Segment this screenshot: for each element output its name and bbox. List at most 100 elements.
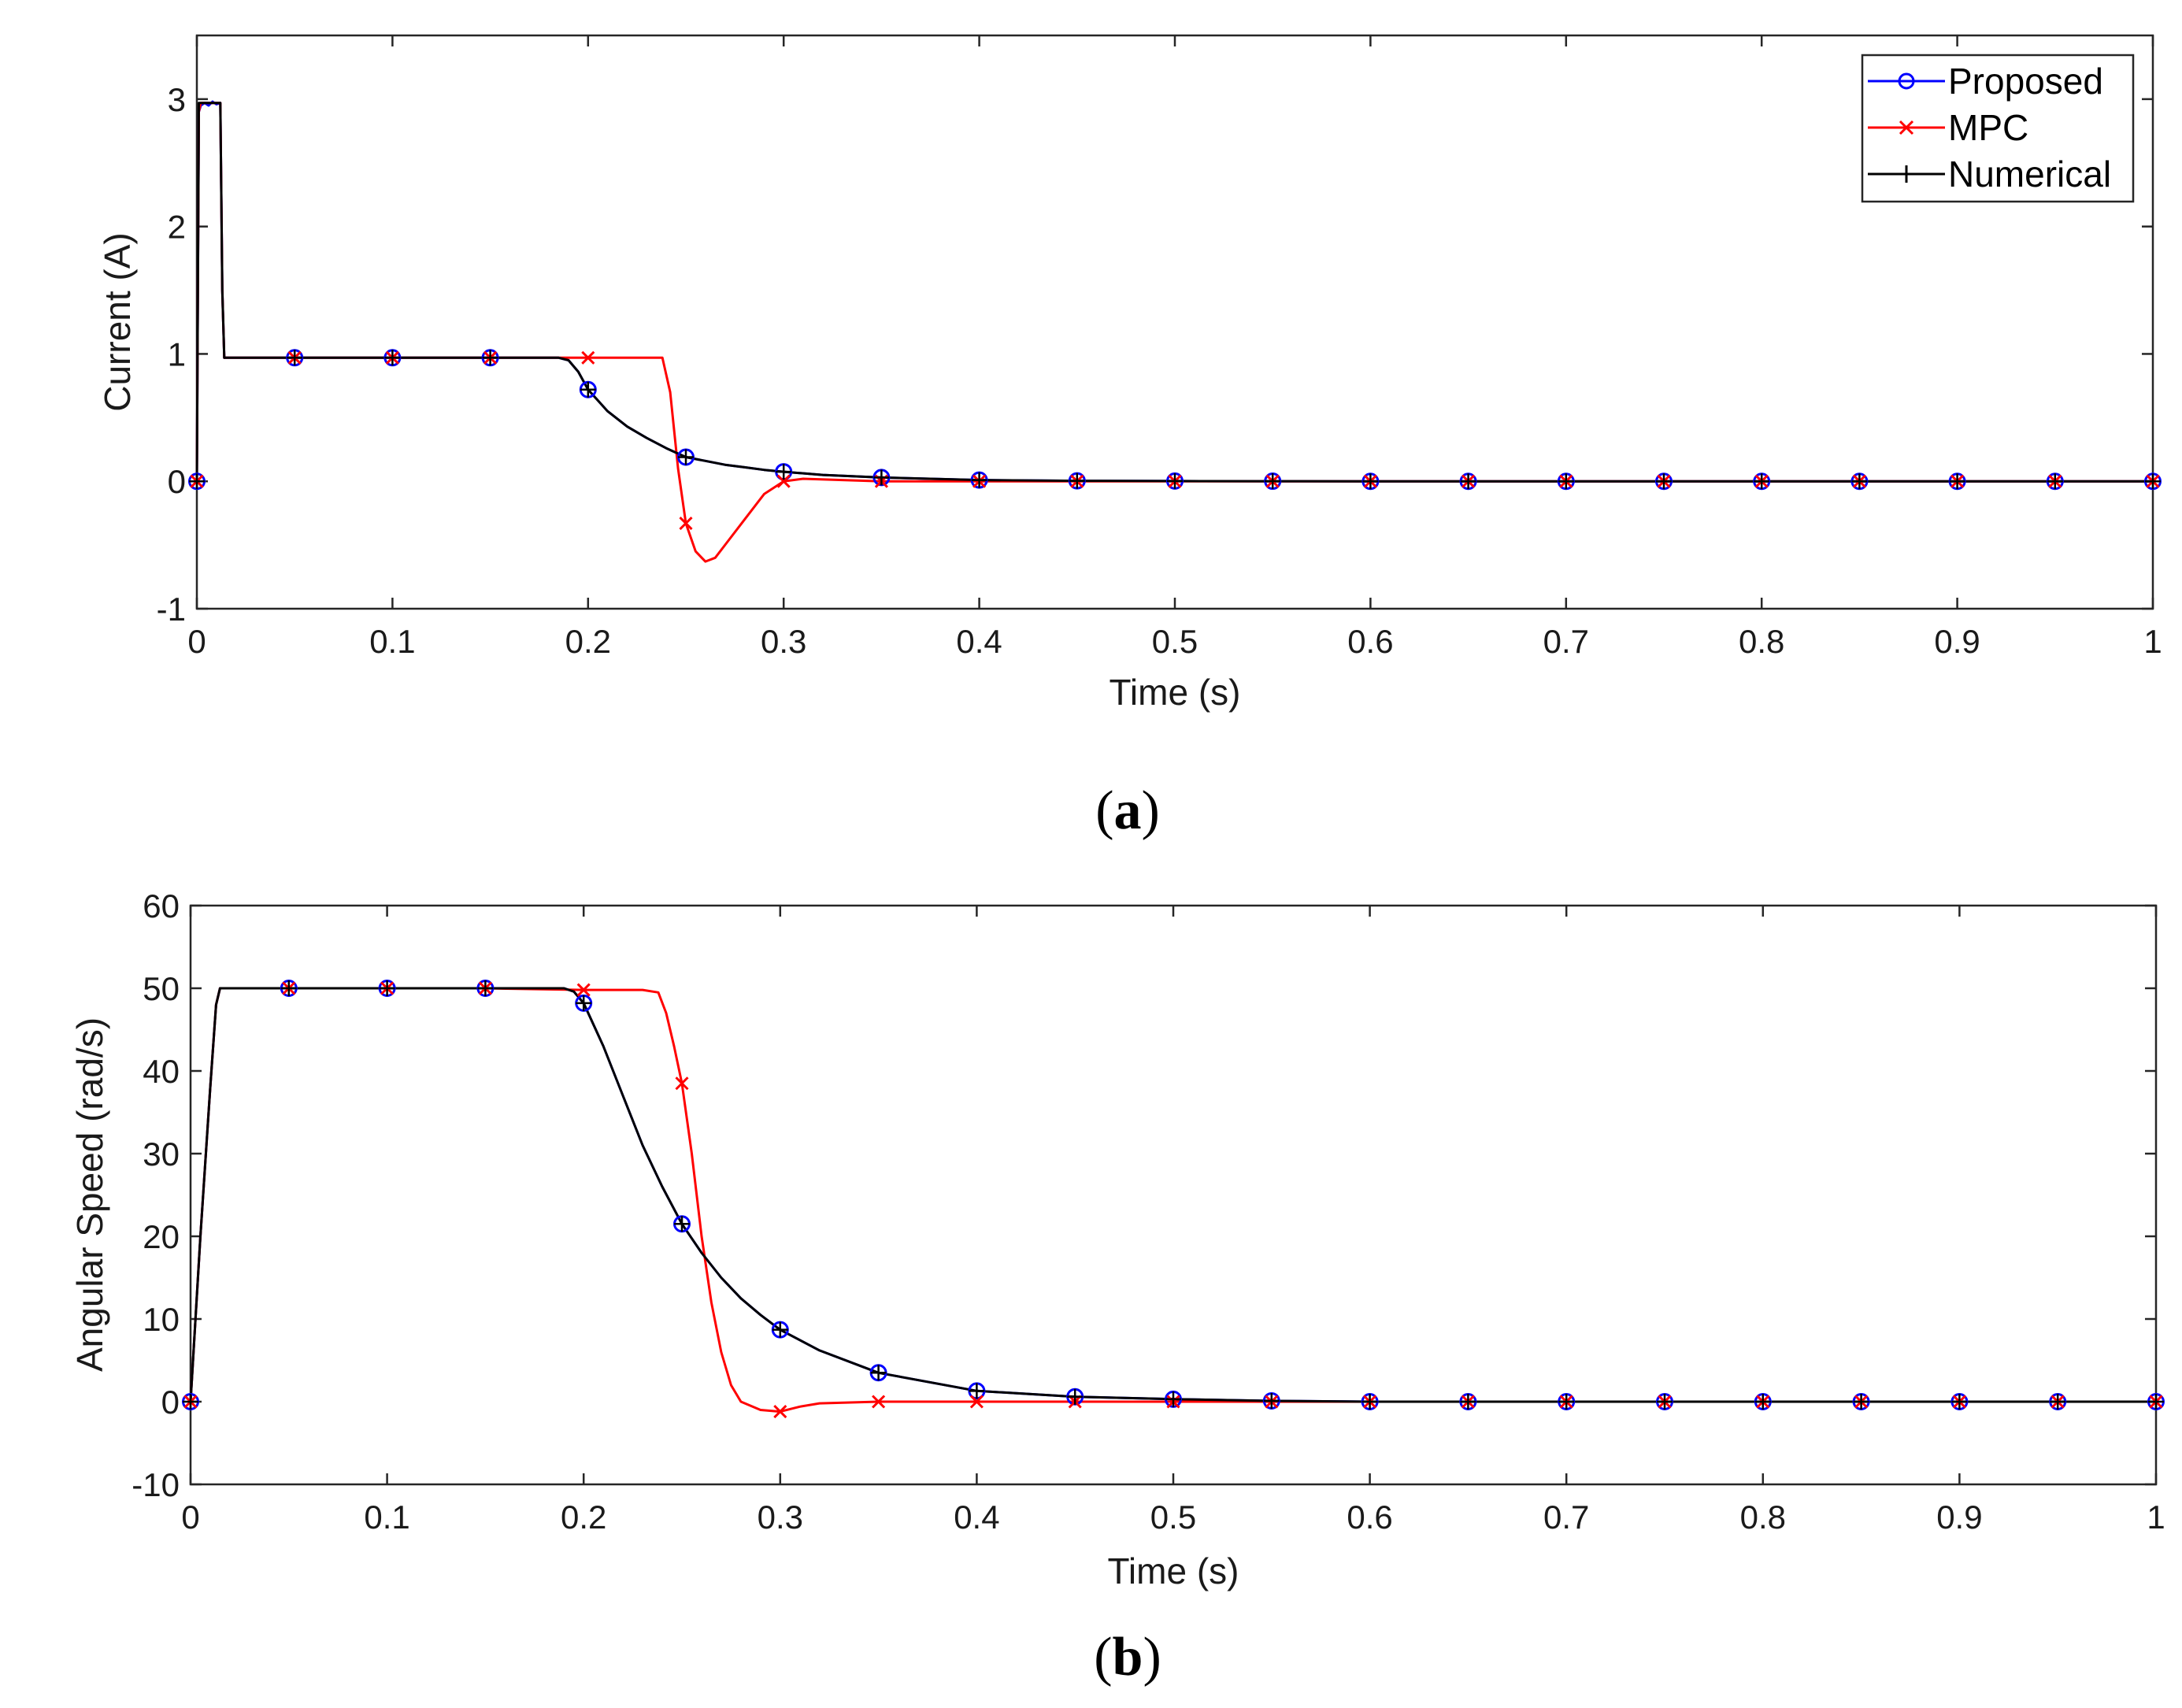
data-point-numerical [287,350,303,366]
legend-x-marker-icon [1899,120,1914,135]
data-point-numerical [1558,1394,1575,1410]
data-point-mpc [581,350,595,365]
data-point-numerical [379,980,395,996]
data-point-numerical [1460,1394,1476,1410]
data-point-numerical [384,350,401,366]
legend-label-numerical: Numerical [1948,154,2111,195]
y-tick-label: 2 [168,209,186,246]
data-point-numerical [1853,1394,1869,1410]
plot-area-a [195,34,2154,610]
y-tick-label: 40 [143,1053,180,1090]
x-tick-label: 0.5 [1150,1499,1196,1536]
y-tick-label: 3 [168,81,186,118]
data-point-numerical [1951,1394,1968,1410]
data-point-numerical [2145,473,2161,490]
data-point-numerical [1460,473,1476,490]
data-point-numerical [1067,1388,1084,1405]
data-point-numerical [1167,472,1183,489]
data-point-numerical [873,469,890,486]
x-tick-label: 0.6 [1347,1499,1392,1536]
data-point-numerical [776,464,792,480]
data-point-mpc [872,1395,886,1409]
data-point-mpc [675,1076,689,1091]
data-point-numerical [477,980,494,996]
legend: Proposed MPC Numerical [1861,54,2135,203]
data-point-numerical [1263,1392,1280,1409]
x-tick-label: 1 [2147,1499,2165,1536]
x-tick-label: 0.2 [561,1499,606,1536]
series-markers-b [182,980,2165,1419]
series-lines-b [189,987,2156,1413]
data-point-numerical [678,449,694,465]
data-point-numerical [482,350,498,366]
data-point-numerical [576,995,592,1011]
x-tick-label: 0.9 [1936,1499,1982,1536]
x-tick-label: 0.9 [1934,623,1980,660]
data-point-numerical [183,1394,198,1410]
y-tick-label: 0 [161,1384,180,1421]
data-point-numerical [1265,473,1281,490]
data-point-numerical [1362,473,1379,490]
series-line-numerical [195,102,2153,483]
data-point-numerical [772,1321,788,1338]
data-point-numerical [1656,473,1672,490]
x-tick-label: 0.1 [364,1499,409,1536]
data-point-mpc [969,1395,984,1409]
x-tick-label: 1 [2143,623,2162,660]
x-tick-label: 0.4 [956,623,1002,660]
data-point-numerical [1851,473,1868,490]
legend-entry-proposed: Proposed [1868,61,2103,102]
x-tick-label: 0.8 [1740,1499,1786,1536]
y-axis-label-b: Angular Speed (rad/s) [69,1017,110,1372]
y-tick-label: 60 [143,887,180,924]
axes-b: 0 0.1 0.2 0.3 0.4 0.5 0.6 0.7 0.8 0.9 1-1001020304… [132,887,2165,1536]
y-axis-label-a: Current (A) [97,232,138,411]
x-tick-label: 0.7 [1543,1499,1589,1536]
data-point-numerical [1657,1394,1673,1410]
data-point-mpc [776,474,791,488]
data-point-numerical [2050,1394,2066,1410]
data-point-numerical [2148,1394,2164,1410]
legend-label-mpc: MPC [1948,107,2028,148]
x-axis-label-b: Time (s) [1108,1551,1239,1591]
data-point-numerical [969,1383,985,1399]
x-tick-label: 0 [181,1499,199,1536]
y-tick-label: 10 [143,1301,180,1338]
data-point-numerical [1754,473,1770,490]
data-point-mpc [576,983,591,997]
y-tick-label: 20 [143,1218,180,1255]
x-tick-label: 0.6 [1347,623,1393,660]
data-point-numerical [1069,472,1085,489]
x-tick-label: 0.3 [758,1499,803,1536]
panel-caption-b: (b) [1094,1627,1161,1688]
data-point-numerical [1949,473,1965,490]
panel-caption-a: (a) [1095,780,1160,841]
legend-entry-numerical: Numerical [1868,154,2111,195]
data-point-numerical [1754,1394,1771,1410]
legend-label-proposed: Proposed [1948,61,2103,102]
plot-area-b [189,904,2158,1486]
x-tick-label: 0 [187,623,206,660]
x-tick-label: 0.1 [369,623,415,660]
x-tick-label: 0.7 [1543,623,1589,660]
data-point-mpc [773,1405,787,1419]
y-tick-label: 1 [168,335,186,372]
y-tick-label: 30 [143,1136,180,1173]
x-tick-label: 0.8 [1739,623,1784,660]
series-markers-a [188,349,2162,531]
legend-entry-mpc: MPC [1868,107,2028,148]
data-point-numerical [189,473,205,490]
panel-caption-letter-a: a [1114,780,1142,841]
x-axis-label-a: Time (s) [1110,672,1241,713]
data-point-mpc [679,517,693,531]
series-lines-a [195,100,2153,563]
data-point-numerical [870,1365,887,1381]
panel-caption-letter-b: b [1113,1627,1143,1688]
y-tick-label: -1 [157,591,186,628]
x-tick-label: 0.5 [1152,623,1198,660]
series-line-numerical [189,987,2156,1403]
data-point-numerical [2047,473,2063,490]
